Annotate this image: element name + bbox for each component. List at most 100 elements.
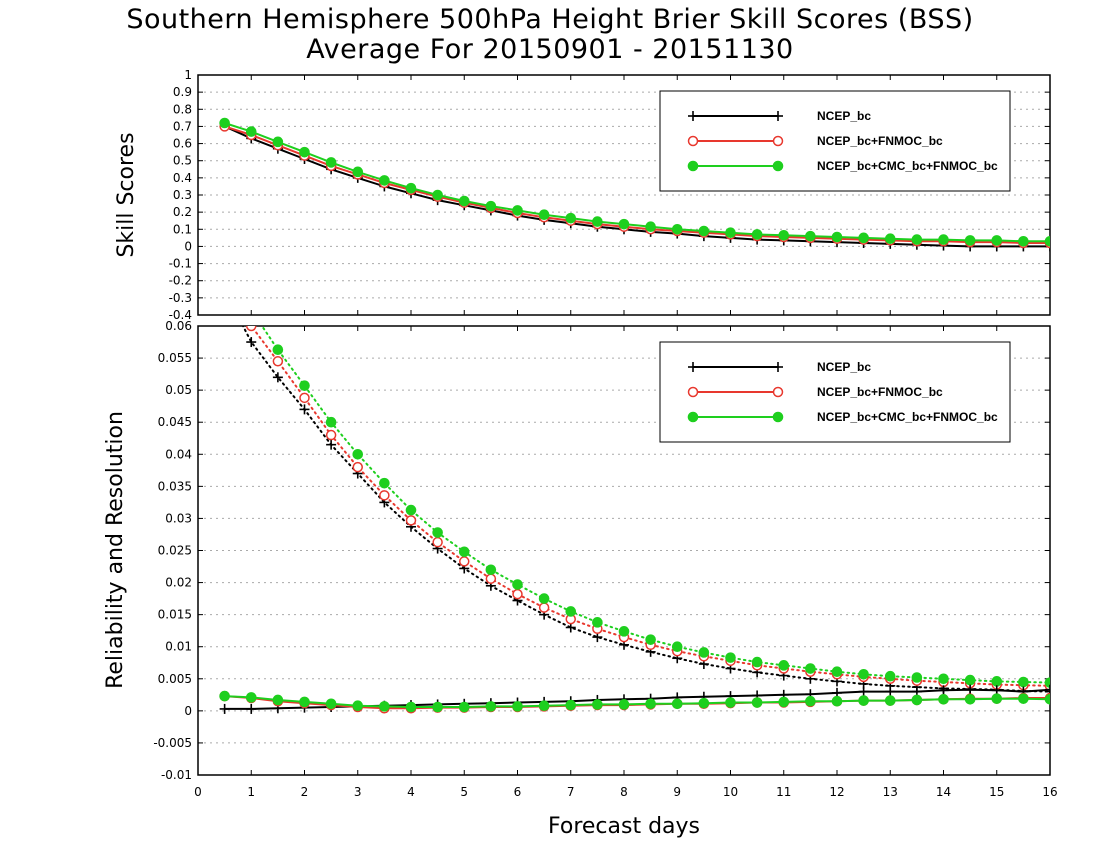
data-point-dot	[299, 380, 310, 391]
data-point-circle	[352, 461, 363, 473]
data-point-dot	[432, 527, 443, 538]
data-point-dot	[592, 216, 603, 227]
x-tick-label: 8	[620, 785, 628, 799]
x-tick-label: 9	[673, 785, 681, 799]
data-point-dot	[219, 117, 230, 129]
data-point-dot	[512, 579, 523, 590]
x-tick-label: 4	[407, 785, 415, 799]
panel-top: -0.4 -0.3 -0.2 -0.1 0 0.1 0.2 0.3 0.4 0.5 0.6 0.7 0.…	[114, 68, 1051, 322]
y-axis-label: Skill Scores	[114, 132, 139, 257]
legend-label: NCEP_bc	[817, 360, 871, 374]
data-point-dot	[1018, 235, 1029, 247]
y-tick-label: -0.1	[169, 257, 192, 271]
data-point-dot	[698, 225, 710, 237]
legend-label: NCEP_bc+FNMOC_bc	[817, 134, 943, 148]
data-point-dot	[379, 477, 390, 489]
series-line	[224, 695, 1050, 710]
legend-label: NCEP_bc+FNMOC_bc	[817, 385, 943, 399]
y-tick-label: 0	[184, 239, 192, 253]
data-point-dot	[698, 647, 710, 658]
data-point-circle	[538, 602, 550, 613]
data-point-dot	[884, 695, 896, 706]
data-point-dot	[1018, 676, 1029, 688]
data-point-dot	[778, 660, 790, 671]
y-tick-label: -0.01	[161, 768, 192, 782]
data-point-dot	[325, 416, 337, 428]
data-point-dot	[645, 698, 656, 710]
data-point-dot	[645, 221, 656, 233]
data-point-plus	[885, 686, 896, 697]
data-point-dot	[778, 696, 790, 708]
y-tick-label: 0.02	[165, 576, 192, 590]
data-point-plus	[858, 686, 869, 697]
x-tick-label: 12	[829, 785, 844, 799]
data-point-dot	[352, 700, 364, 712]
data-point-dot	[687, 411, 699, 423]
data-point-dot	[405, 182, 417, 194]
y-tick-label: 0.05	[165, 383, 192, 397]
data-point-dot	[432, 701, 443, 713]
data-point-dot	[831, 695, 843, 707]
y-tick-label: 0.04	[165, 447, 192, 461]
data-point-dot	[964, 694, 976, 705]
legend: NCEP_bc NCEP_bc+FNMOC_bc NCEP_bc+CMC_bc+FN…	[659, 90, 1011, 192]
data-point-dot	[458, 546, 470, 558]
data-point-dot	[1044, 694, 1050, 705]
data-point-dot	[698, 697, 710, 709]
y-tick-label: 0.035	[158, 479, 192, 493]
data-point-dot	[538, 593, 550, 604]
data-point-dot	[725, 227, 736, 239]
data-point-dot	[299, 146, 310, 158]
data-point-dot	[671, 698, 683, 710]
series-ncep-bc-cmc-bc-fnmoc-bc-solid	[219, 117, 1050, 247]
data-point-dot	[938, 694, 949, 705]
data-point-dot	[432, 189, 443, 201]
data-point-dot	[618, 626, 630, 637]
data-point-dot	[778, 229, 790, 241]
y-tick-label: 0.8	[173, 102, 192, 116]
data-point-plus	[220, 286, 230, 296]
data-point-dot	[245, 126, 257, 137]
data-point-dot	[219, 690, 230, 702]
data-point-dot	[352, 448, 364, 460]
data-point-circle	[246, 326, 257, 332]
y-tick-label: 1	[184, 68, 192, 82]
data-point-dot	[645, 634, 656, 645]
data-point-dot	[512, 701, 523, 712]
data-point-circle	[485, 573, 497, 584]
series-line	[260, 326, 1050, 684]
y-tick-label: 0.5	[173, 154, 192, 168]
data-point-dot	[772, 411, 784, 423]
plot-frame	[197, 325, 1051, 776]
data-point-dot	[964, 235, 976, 246]
data-point-dot	[325, 698, 337, 710]
data-point-plus	[688, 111, 698, 121]
data-point-plus	[219, 703, 230, 714]
data-point-plus	[773, 111, 783, 121]
data-point-dot	[991, 676, 1003, 687]
data-point-dot	[751, 229, 763, 240]
x-tick-label: 14	[936, 785, 951, 799]
series-ncep-bc-cmc-bc-fnmoc-bc-solid	[219, 690, 1050, 713]
x-tick-label: 0	[194, 785, 202, 799]
data-point-dot	[911, 672, 923, 683]
x-tick-label: 1	[247, 785, 255, 799]
x-tick-label: 7	[567, 785, 575, 799]
data-point-dot	[220, 270, 230, 280]
y-tick-label: 0.3	[173, 188, 192, 202]
data-point-dot	[858, 668, 869, 680]
data-point-dot	[245, 692, 257, 703]
data-point-plus	[1045, 684, 1050, 695]
data-point-plus	[326, 439, 337, 450]
data-point-dot	[458, 195, 470, 207]
plot-frame	[197, 74, 1051, 316]
y-tick-label: -0.2	[169, 274, 192, 288]
data-point-dot	[772, 160, 784, 172]
data-point-plus	[299, 404, 310, 415]
data-point-dot	[272, 136, 284, 148]
data-point-dot	[592, 617, 603, 628]
y-tick-label: 0.055	[158, 351, 192, 365]
data-point-dot	[618, 699, 630, 710]
data-point-dot	[618, 218, 630, 230]
